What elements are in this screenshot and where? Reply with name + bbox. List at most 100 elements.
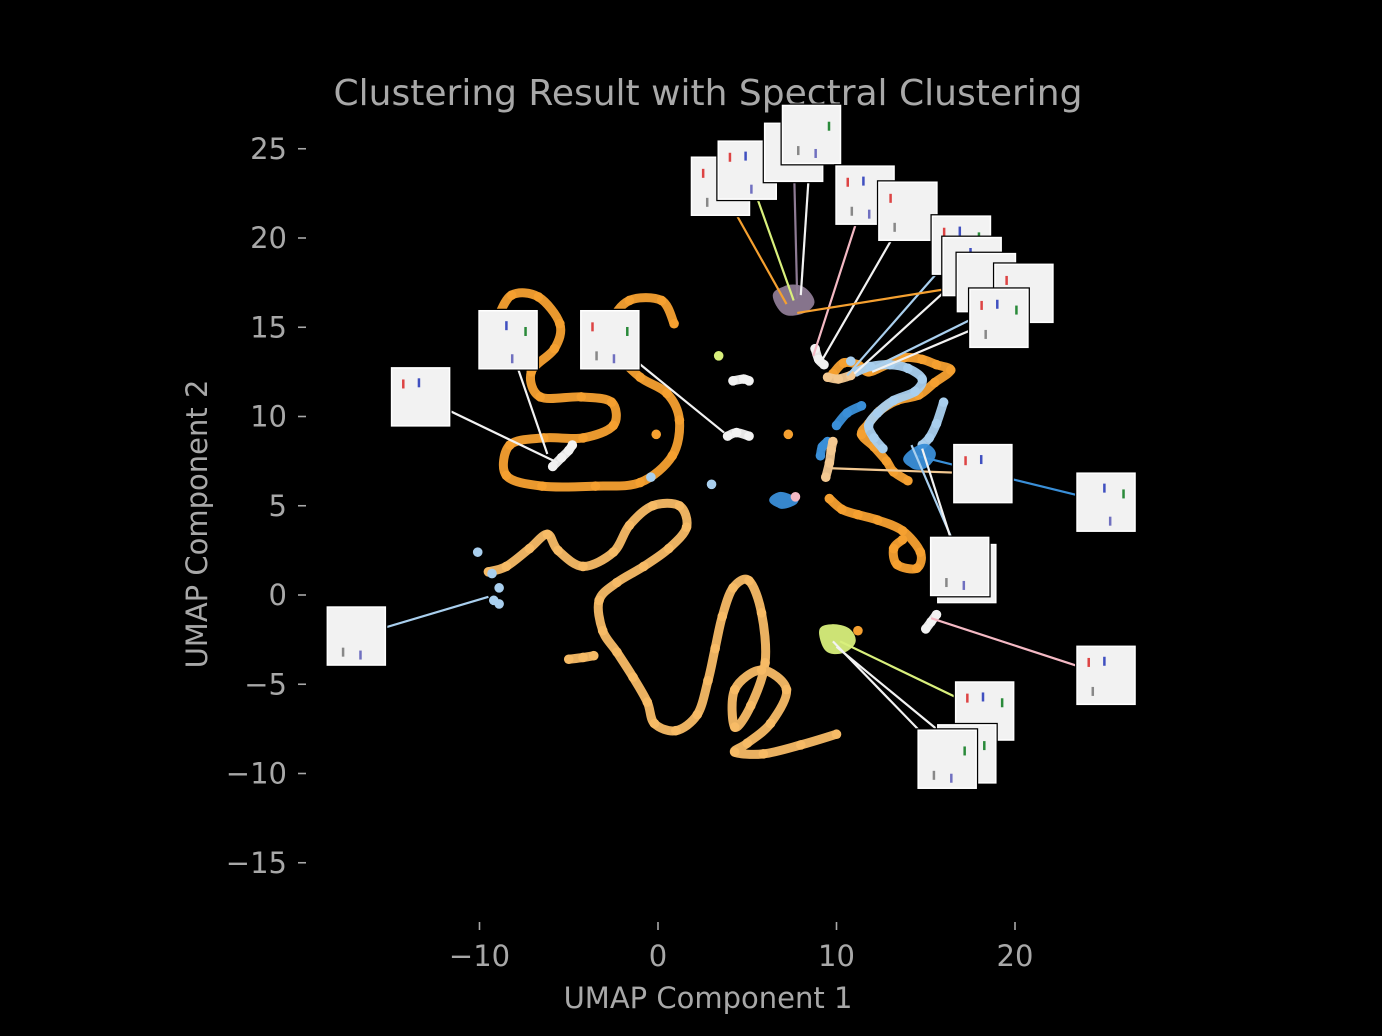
thumbnail-glyph — [945, 578, 948, 588]
thumbnail-glyph — [846, 177, 849, 187]
data-point — [903, 363, 913, 374]
x-axis-label: UMAP Component 1 — [564, 981, 853, 1015]
thumbnail-glyph — [1122, 489, 1125, 499]
data-point — [681, 522, 692, 532]
data-point — [706, 479, 717, 490]
data-point — [796, 740, 806, 750]
data-point — [553, 545, 563, 556]
data-point — [555, 318, 565, 329]
thumbnail-glyph — [591, 322, 594, 332]
data-marks — [472, 284, 956, 759]
data-point — [853, 625, 863, 636]
y-tick-label: 25 — [250, 132, 287, 166]
data-point — [744, 575, 754, 586]
data-point — [728, 376, 738, 386]
thumbnail-image — [389, 365, 452, 428]
thumbnail-frame — [390, 367, 451, 427]
data-point — [856, 429, 867, 440]
y-tick-label: 0 — [269, 578, 287, 612]
data-point — [731, 427, 742, 438]
thumbnail-frame — [1076, 645, 1136, 706]
data-point — [878, 443, 888, 454]
data-point — [744, 431, 754, 441]
data-point — [656, 295, 667, 306]
data-point — [729, 747, 740, 757]
data-point — [624, 295, 635, 306]
data-point — [931, 609, 942, 620]
data-point — [663, 543, 674, 554]
data-point — [662, 388, 672, 399]
thumbnail-glyph — [1087, 657, 1090, 667]
data-point — [651, 429, 662, 440]
data-point — [765, 718, 776, 729]
thumbnail-glyph — [626, 326, 629, 336]
thumbnail-glyph — [744, 151, 747, 161]
data-point — [549, 343, 560, 354]
thumbnail-frame — [326, 606, 387, 666]
data-point — [597, 625, 608, 636]
data-point — [576, 392, 587, 402]
thumbnail-glyph — [963, 746, 966, 756]
thumbnail-image — [876, 180, 939, 243]
data-point — [674, 415, 685, 425]
thumbnail-frame — [917, 729, 977, 789]
thumbnail-glyph — [750, 184, 753, 194]
thumbnail-image — [578, 308, 641, 371]
data-point — [920, 624, 931, 634]
data-point — [758, 749, 769, 759]
data-point — [744, 376, 754, 386]
thumbnail-glyph — [942, 227, 946, 237]
data-point — [472, 547, 483, 557]
thumbnail-glyph — [728, 152, 732, 162]
thumbnail-image — [967, 287, 1030, 350]
data-point — [831, 729, 842, 740]
data-point — [649, 718, 660, 729]
data-point — [588, 650, 599, 661]
data-point — [931, 359, 942, 370]
data-point — [671, 725, 681, 736]
thumbnail-frame — [478, 309, 538, 370]
cluster-curve-1 — [483, 498, 841, 759]
data-point — [612, 577, 622, 588]
data-point — [692, 709, 703, 720]
data-point — [728, 583, 738, 593]
data-point — [563, 654, 574, 665]
thumbnail-image — [1075, 644, 1138, 707]
cluster-curve-3 — [824, 494, 926, 574]
data-point — [828, 436, 838, 447]
thumbnail-glyph — [1103, 656, 1106, 666]
data-point — [667, 450, 678, 461]
data-point — [713, 351, 724, 361]
thumbnail-glyph — [932, 770, 936, 780]
y-tick-label: 10 — [250, 400, 287, 434]
thumbnail-glyph — [966, 693, 969, 703]
thumbnail-frame — [929, 536, 990, 597]
axis-ticks: 25 20 15 10 5 0 −5 −10 −15 −10 0 10 20 — [226, 132, 1034, 973]
data-point — [853, 509, 863, 520]
data-point — [669, 318, 679, 329]
x-tick-label: 0 — [649, 939, 667, 973]
thumbnail-glyph — [1000, 698, 1004, 708]
thumbnail-glyph — [705, 197, 709, 207]
thumbnail-glyph — [850, 206, 854, 216]
thumbnail-glyph — [797, 146, 800, 156]
data-point — [746, 700, 756, 711]
data-point — [872, 408, 883, 418]
data-point — [722, 431, 733, 441]
data-point — [869, 433, 879, 443]
data-point — [822, 372, 833, 383]
thumbnail-image — [951, 442, 1014, 505]
data-point — [642, 697, 653, 707]
data-point — [590, 481, 601, 491]
x-tick-label: −10 — [449, 939, 510, 973]
data-point — [756, 665, 767, 675]
thumbnail-frame — [781, 104, 842, 165]
thumbnail-frame — [878, 181, 938, 241]
data-point — [501, 470, 512, 481]
thumbnail-glyph — [996, 299, 999, 309]
data-point — [624, 520, 635, 531]
thumbnail-frame — [969, 288, 1029, 349]
data-point — [831, 420, 842, 431]
data-point — [897, 534, 908, 545]
